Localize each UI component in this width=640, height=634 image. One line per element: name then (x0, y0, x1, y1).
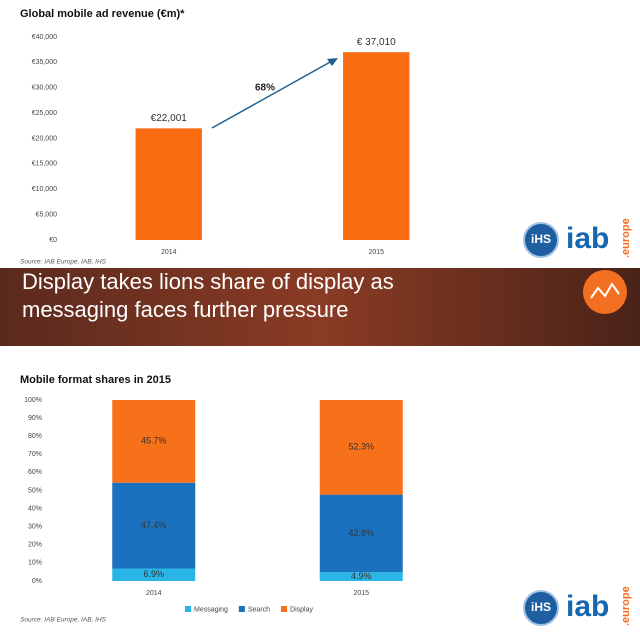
legend-label: Search (248, 606, 270, 613)
value-label: 52.3% (348, 442, 374, 452)
legend-label: Display (290, 606, 313, 613)
x-tick-label: 2014 (146, 590, 162, 597)
y-tick-label: 100% (24, 397, 42, 404)
ihs-logo-text: iHS (531, 232, 551, 246)
banner-background (0, 268, 640, 346)
growth-arrow (211, 60, 333, 129)
y-tick-label: €20,000 (32, 135, 57, 142)
bar-segment (112, 482, 196, 569)
y-tick-label: €35,000 (32, 59, 57, 66)
y-tick-label: 70% (28, 451, 42, 458)
chart-title: Global mobile ad revenue (€m)* (20, 8, 185, 20)
banner-icon (583, 270, 627, 314)
y-tick-label: €10,000 (32, 186, 57, 193)
value-label: 42.8% (348, 528, 374, 538)
y-tick-label: 30% (28, 524, 42, 531)
y-tick-label: €5,000 (36, 211, 58, 218)
x-tick-label: 2015 (353, 590, 369, 597)
legend-swatch (238, 606, 245, 612)
y-tick-label: 50% (28, 487, 42, 494)
legend-swatch (185, 606, 191, 612)
annotation: 68% (255, 83, 275, 94)
value-label: 47.4% (141, 520, 167, 530)
y-tick-label: 60% (28, 469, 42, 476)
bar-segment (319, 400, 403, 495)
banner-text: messaging faces further pressure (22, 297, 349, 322)
legend-label: Messaging (194, 606, 228, 613)
legend-swatch (281, 606, 288, 612)
source: Source: IAB Europe, IAB, IHS (20, 259, 107, 266)
bar-segment (112, 400, 196, 483)
bar-segment (319, 494, 403, 573)
ihs-logo (523, 590, 559, 626)
y-tick-label: €25,000 (32, 110, 57, 117)
y-tick-label: 40% (28, 505, 42, 512)
y-tick-label: €15,000 (32, 161, 57, 168)
y-tick-label: €30,000 (32, 85, 57, 92)
banner-icon-line (590, 282, 620, 299)
iab-logo-text: iab (566, 222, 609, 255)
chart-title: Mobile format shares in 2015 (20, 374, 171, 386)
value-label: €22,001 (151, 113, 188, 124)
growth-arrow-head (327, 58, 338, 66)
bar-segment (112, 568, 196, 581)
value-label: 45.7% (141, 436, 167, 446)
y-tick-label: €40,000 (32, 34, 57, 41)
banner-text: Display takes lions share of display as (22, 269, 394, 294)
y-tick-label: 20% (28, 542, 42, 549)
ihs-logo (523, 222, 559, 258)
y-tick-label: 0% (32, 578, 42, 585)
y-tick-label: 90% (28, 415, 42, 422)
bar-segment (319, 572, 403, 581)
y-tick-label: 80% (28, 433, 42, 440)
value-label: 4.9% (351, 571, 372, 581)
ihs-logo-text: iHS (531, 600, 551, 614)
iab-logo-text: iab (566, 590, 609, 623)
x-tick-label: 2015 (368, 249, 384, 256)
y-tick-label: €0 (49, 237, 57, 244)
bar (135, 128, 202, 240)
bar (343, 52, 410, 240)
y-tick-label: 10% (28, 560, 42, 567)
x-tick-label: 2014 (161, 249, 177, 256)
source: Source: IAB Europe, IAB, IHS (20, 617, 107, 624)
value-label: 6.9% (143, 569, 164, 579)
europe-logo-text: .europe (620, 218, 632, 258)
europe-logo-text: .europe (620, 586, 632, 626)
value-label: € 37,010 (357, 37, 396, 48)
